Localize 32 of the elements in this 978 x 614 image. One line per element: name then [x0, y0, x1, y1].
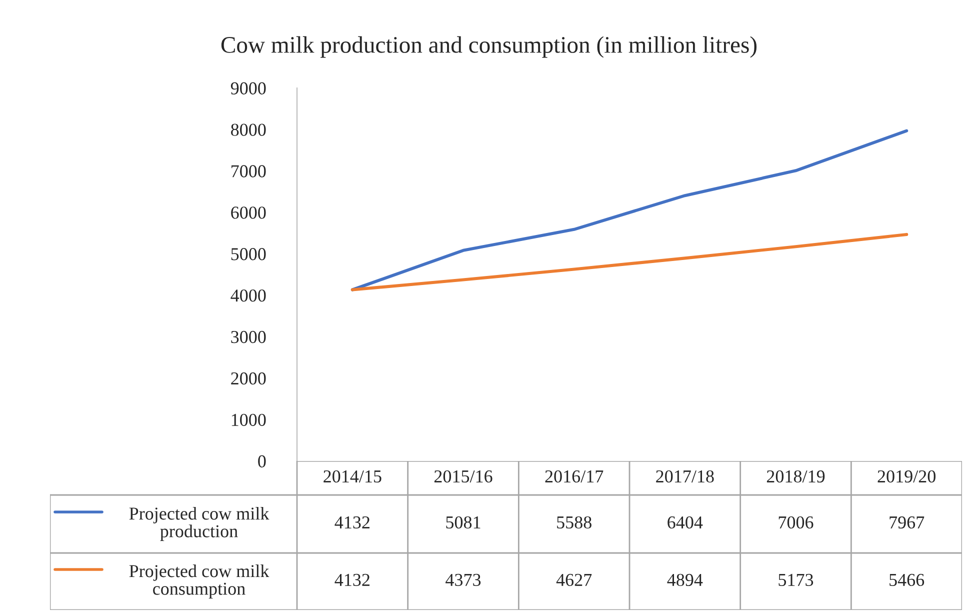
line-series: [350, 232, 908, 292]
y-tick-label: 3000: [231, 330, 266, 344]
y-tick-label: 6000: [231, 206, 266, 219]
y-tick-label: 7000: [232, 165, 266, 178]
data-label: 4894: [667, 574, 703, 586]
data-label: 4132: [334, 516, 370, 529]
data-label: 5588: [557, 516, 592, 529]
data-label: 4373: [446, 574, 481, 586]
x-tick-label: 2014/15: [324, 470, 382, 483]
x-tick-label: 2015/16: [434, 470, 492, 483]
x-tick-label: 2016/17: [545, 470, 604, 483]
y-tick-label: 1000: [232, 414, 266, 426]
x-tick-label: 2017/18: [656, 470, 714, 483]
y-tick-label: 2000: [231, 372, 266, 385]
data-label: 6404: [668, 516, 703, 529]
y-tick-label: 0: [258, 455, 266, 468]
y-tick-label: 4000: [230, 289, 266, 302]
y-tick-label: 5000: [231, 248, 266, 260]
data-label: 4132: [334, 574, 370, 586]
data-label: 7967: [890, 516, 924, 529]
data-label: 5466: [890, 574, 924, 586]
data-label: 4627: [556, 574, 592, 586]
chart-title: Cow milk production and consumption (in million litres): [221, 36, 757, 58]
data-label: 5173: [778, 574, 814, 586]
legend-label: Projected cow milk production: [129, 507, 270, 541]
legend-label: Projected cow milk consumption: [129, 564, 270, 598]
x-tick-label: 2019/20: [878, 470, 936, 483]
y-tick-label: 9000: [230, 82, 266, 94]
x-tick-label: 2018/19: [766, 470, 825, 483]
y-tick-label: 8000: [231, 124, 266, 136]
data-label: 7006: [778, 516, 814, 529]
data-label: 5081: [446, 516, 480, 529]
